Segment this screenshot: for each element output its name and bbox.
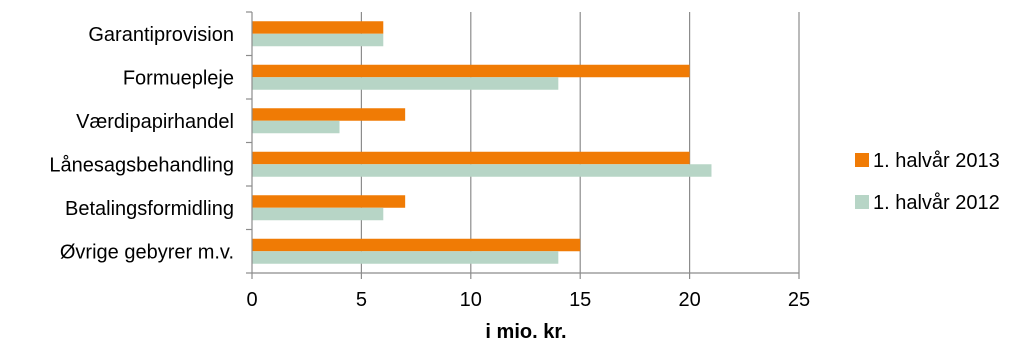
category-label: Formuepleje [123,67,234,89]
axes [246,11,800,279]
x-tick-label: 0 [246,289,257,311]
x-tick-label: 25 [788,289,810,311]
legend-swatch-2 [855,195,869,209]
bar-2-6 [252,251,559,264]
category-label: Lånesagsbehandling [49,154,234,176]
bars [252,21,712,264]
x-tick-label: 20 [678,289,700,311]
category-label: Betalingsformidling [65,198,234,220]
bar-2-1 [252,33,384,47]
bar-1-2 [252,64,690,78]
category-label: Øvrige gebyrer m.v. [60,241,234,263]
bar-1-3 [252,108,406,121]
legend: 1. halvår 2013 1. halvår 2012 [855,150,1000,214]
bar-1-4 [252,151,690,165]
x-tick-labels: 0 5 10 15 20 25 [246,289,810,311]
legend-label-2: 1. halvår 2012 [873,192,1000,214]
legend-swatch-1 [855,153,869,167]
bar-2-4 [252,164,712,177]
x-tick-label: 10 [460,289,482,311]
bar-1-6 [252,238,581,252]
legend-label-1: 1. halvår 2013 [873,150,1000,172]
bar-2-2 [252,77,559,90]
category-labels: Garantiprovision Formuepleje Værdipapirhan… [49,24,234,264]
x-axis-label: i mio. kr. [485,321,566,343]
grid-lines [360,12,800,273]
category-label: Garantiprovision [88,24,234,46]
x-tick-label: 5 [356,289,367,311]
bar-1-1 [252,21,384,34]
bar-2-5 [252,207,384,221]
bar-1-5 [252,195,406,208]
x-tick-label: 15 [569,289,591,311]
category-label: Værdipapirhandel [76,111,234,133]
bar-2-3 [252,120,340,134]
